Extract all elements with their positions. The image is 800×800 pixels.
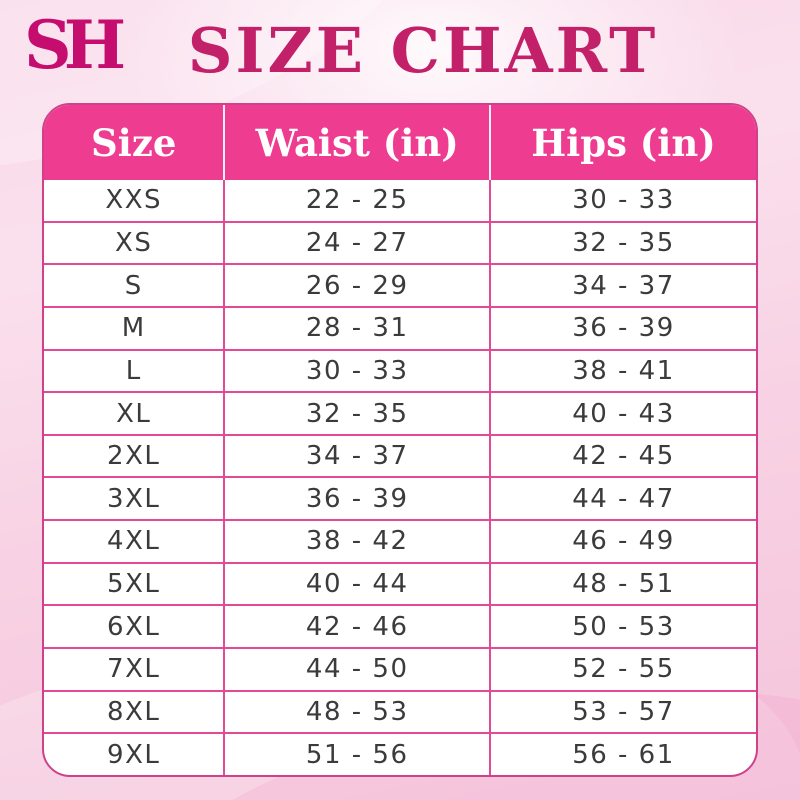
hips-cell: 56 - 61 (488, 734, 756, 775)
waist-cell: 22 - 25 (223, 180, 489, 221)
hips-cell: 48 - 51 (488, 563, 756, 605)
size-cell: XS (115, 227, 153, 258)
table-row: 2XL 34 - 37 42 - 45 (44, 433, 756, 477)
table-row: XXS 22 - 25 30 - 33 (44, 180, 756, 221)
waist-cell: 24 - 27 (223, 222, 489, 264)
size-cell: 7XL (107, 654, 161, 685)
page-title: SIZE CHART (187, 14, 659, 87)
hips-cell: 44 - 47 (488, 478, 756, 520)
size-table-body: XXS 22 - 25 30 - 33 XS 24 - 27 32 - 35 S 26 - 2… (44, 180, 756, 775)
waist-cell: 32 - 35 (223, 393, 489, 434)
waist-cell: 42 - 46 (223, 606, 489, 648)
table-row: S 26 - 29 34 - 37 (44, 263, 756, 306)
waist-cell: 30 - 33 (223, 350, 489, 392)
hips-cell: 30 - 33 (488, 180, 756, 221)
brand-logo: SH (24, 6, 126, 84)
table-row: 9XL 51 - 56 56 - 61 (44, 732, 756, 775)
size-cell: M (121, 313, 146, 344)
table-row: 6XL 42 - 46 50 - 53 (44, 604, 756, 648)
column-header-waist: Waist (in) (223, 105, 489, 180)
size-cell: S (124, 270, 143, 301)
hips-cell: 50 - 53 (488, 606, 756, 648)
column-header-size: Size (91, 120, 177, 165)
waist-cell: 36 - 39 (223, 478, 489, 520)
hips-cell: 46 - 49 (488, 521, 756, 562)
size-cell: XL (116, 398, 152, 429)
size-cell: 6XL (107, 611, 161, 642)
column-header-hips: Hips (in) (488, 105, 756, 180)
size-cell: 9XL (107, 739, 161, 770)
size-cell: 2XL (107, 441, 161, 472)
hips-cell: 38 - 41 (488, 350, 756, 392)
size-cell: 8XL (107, 697, 161, 727)
table-row: 8XL 48 - 53 53 - 57 (44, 689, 756, 733)
table-row: XL 32 - 35 40 - 43 (44, 391, 756, 434)
table-row: 4XL 38 - 42 46 - 49 (44, 519, 756, 562)
size-cell: 5XL (107, 569, 161, 600)
size-cell: L (125, 355, 142, 386)
size-cell: 4XL (107, 526, 161, 557)
hips-cell: 36 - 39 (488, 307, 756, 349)
hips-cell: 32 - 35 (488, 222, 756, 264)
hips-cell: 40 - 43 (488, 393, 756, 434)
size-table-header-row: Size Waist (in) Hips (in) (44, 105, 756, 180)
waist-cell: 51 - 56 (223, 734, 489, 775)
hips-cell: 52 - 55 (488, 649, 756, 690)
waist-cell: 28 - 31 (223, 307, 489, 349)
size-cell: 3XL (107, 483, 161, 514)
hips-cell: 34 - 37 (488, 265, 756, 306)
waist-cell: 40 - 44 (223, 563, 489, 605)
table-row: 7XL 44 - 50 52 - 55 (44, 647, 756, 690)
waist-cell: 44 - 50 (223, 649, 489, 690)
table-row: 5XL 40 - 44 48 - 51 (44, 561, 756, 605)
table-row: XS 24 - 27 32 - 35 (44, 220, 756, 264)
size-table: Size Waist (in) Hips (in) XXS 22 - 25 30 -… (42, 103, 758, 777)
hips-cell: 53 - 57 (488, 691, 756, 733)
waist-cell: 26 - 29 (223, 265, 489, 306)
waist-cell: 48 - 53 (223, 691, 489, 733)
size-cell: XXS (105, 185, 163, 216)
table-row: M 28 - 31 36 - 39 (44, 305, 756, 349)
table-row: 3XL 36 - 39 44 - 47 (44, 476, 756, 520)
waist-cell: 38 - 42 (223, 521, 489, 562)
hips-cell: 42 - 45 (488, 435, 756, 477)
waist-cell: 34 - 37 (223, 435, 489, 477)
table-row: L 30 - 33 38 - 41 (44, 348, 756, 392)
